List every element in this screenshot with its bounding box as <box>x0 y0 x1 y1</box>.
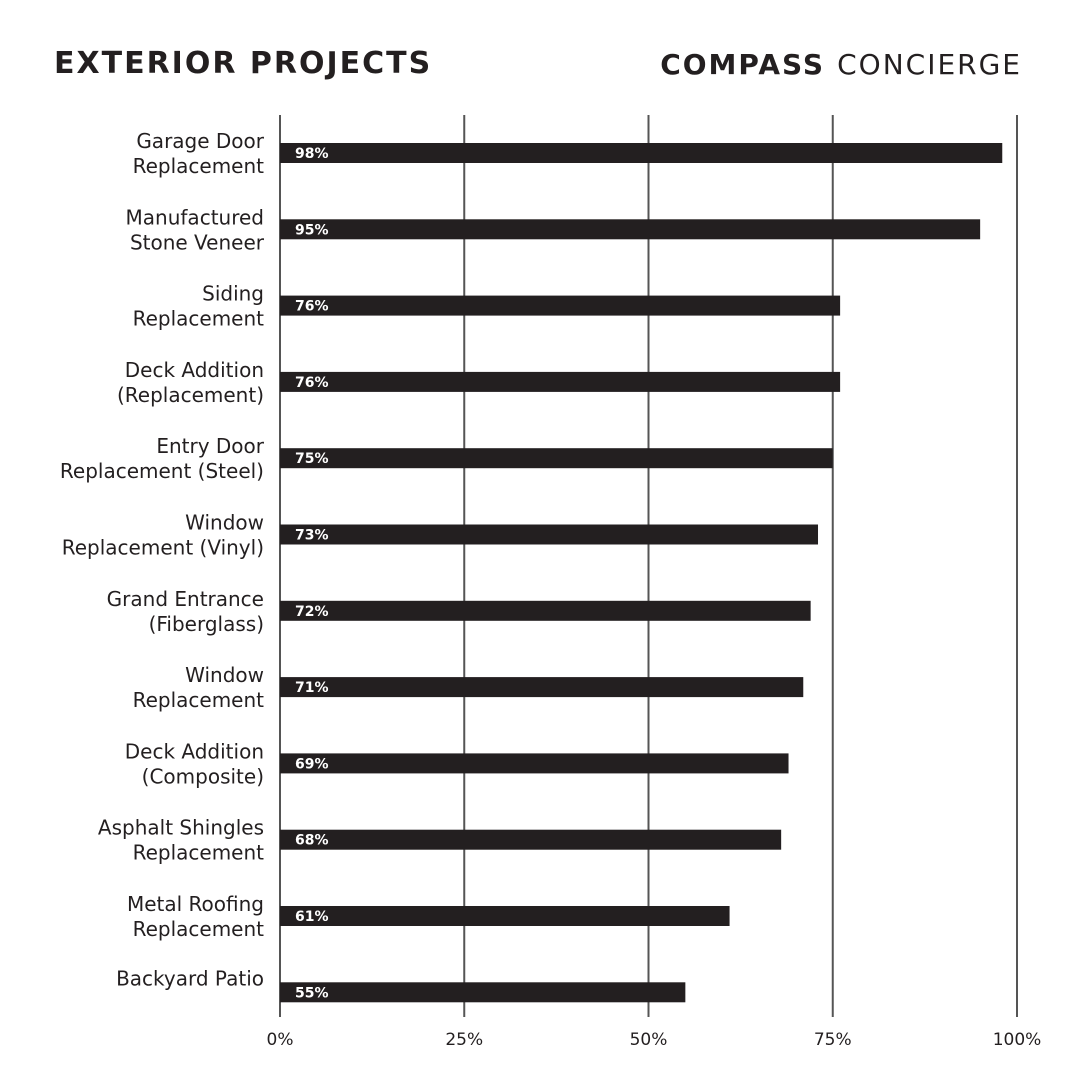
category-label: Replacement <box>133 307 265 331</box>
bar-value-label: 55% <box>295 985 329 1001</box>
category-label: Asphalt Shingles <box>98 816 264 840</box>
category-label: Replacement <box>133 841 265 865</box>
category-label: Deck Addition <box>125 358 264 382</box>
category-label: Metal Roofing <box>127 892 264 916</box>
bar-value-label: 68% <box>295 833 329 849</box>
category-label: Entry Door <box>156 434 264 458</box>
bar <box>280 371 841 392</box>
category-label: (Fiberglass) <box>149 612 264 636</box>
category-label: Manufactured <box>126 205 264 229</box>
bar <box>280 677 804 698</box>
category-label: Siding <box>202 282 264 306</box>
category-label: Replacement (Steel) <box>60 459 264 483</box>
category-label: Window <box>185 663 264 687</box>
category-label: Garage Door <box>136 129 264 153</box>
category-label: Backyard Patio <box>116 966 264 990</box>
category-label: Stone Veneer <box>130 230 265 254</box>
category-label: Grand Entrance <box>107 587 264 611</box>
bar-value-label: 69% <box>295 756 329 772</box>
bar-value-label: 61% <box>295 909 329 925</box>
bar <box>280 753 789 774</box>
x-tick-label: 25% <box>445 1030 483 1050</box>
bar <box>280 143 1003 163</box>
page-title: EXTERIOR PROJECTS <box>54 46 433 81</box>
category-label: Replacement <box>133 917 265 941</box>
bar <box>280 295 841 316</box>
category-label: Deck Addition <box>125 739 264 763</box>
bar-value-label: 73% <box>295 528 329 544</box>
bar <box>280 448 833 469</box>
bar-value-label: 75% <box>295 451 329 467</box>
brand-logo: COMPASS CONCIERGE <box>660 48 1022 81</box>
brand-primary: COMPASS <box>660 48 826 81</box>
x-tick-label: 75% <box>814 1030 852 1050</box>
x-tick-label: 100% <box>993 1030 1042 1050</box>
x-tick-label: 0% <box>267 1030 294 1050</box>
bar-value-label: 76% <box>295 375 329 391</box>
bar <box>280 906 730 926</box>
category-label: Replacement <box>133 688 265 712</box>
bar-value-label: 95% <box>295 222 329 238</box>
bar <box>280 219 981 240</box>
bar <box>280 829 782 850</box>
bar <box>280 982 686 1003</box>
category-label: (Composite) <box>142 764 264 788</box>
bar-value-label: 76% <box>295 299 329 315</box>
bar <box>280 524 819 545</box>
bar-value-label: 98% <box>295 146 329 162</box>
bar-value-label: 71% <box>295 680 329 696</box>
category-label: (Replacement) <box>117 383 264 407</box>
bar <box>280 600 811 621</box>
category-label: Window <box>185 511 264 535</box>
brand-secondary: CONCIERGE <box>837 48 1022 81</box>
category-label: Replacement <box>133 154 265 178</box>
category-label: Replacement (Vinyl) <box>62 536 264 560</box>
x-tick-label: 50% <box>630 1030 668 1050</box>
bar-value-label: 72% <box>295 604 329 620</box>
